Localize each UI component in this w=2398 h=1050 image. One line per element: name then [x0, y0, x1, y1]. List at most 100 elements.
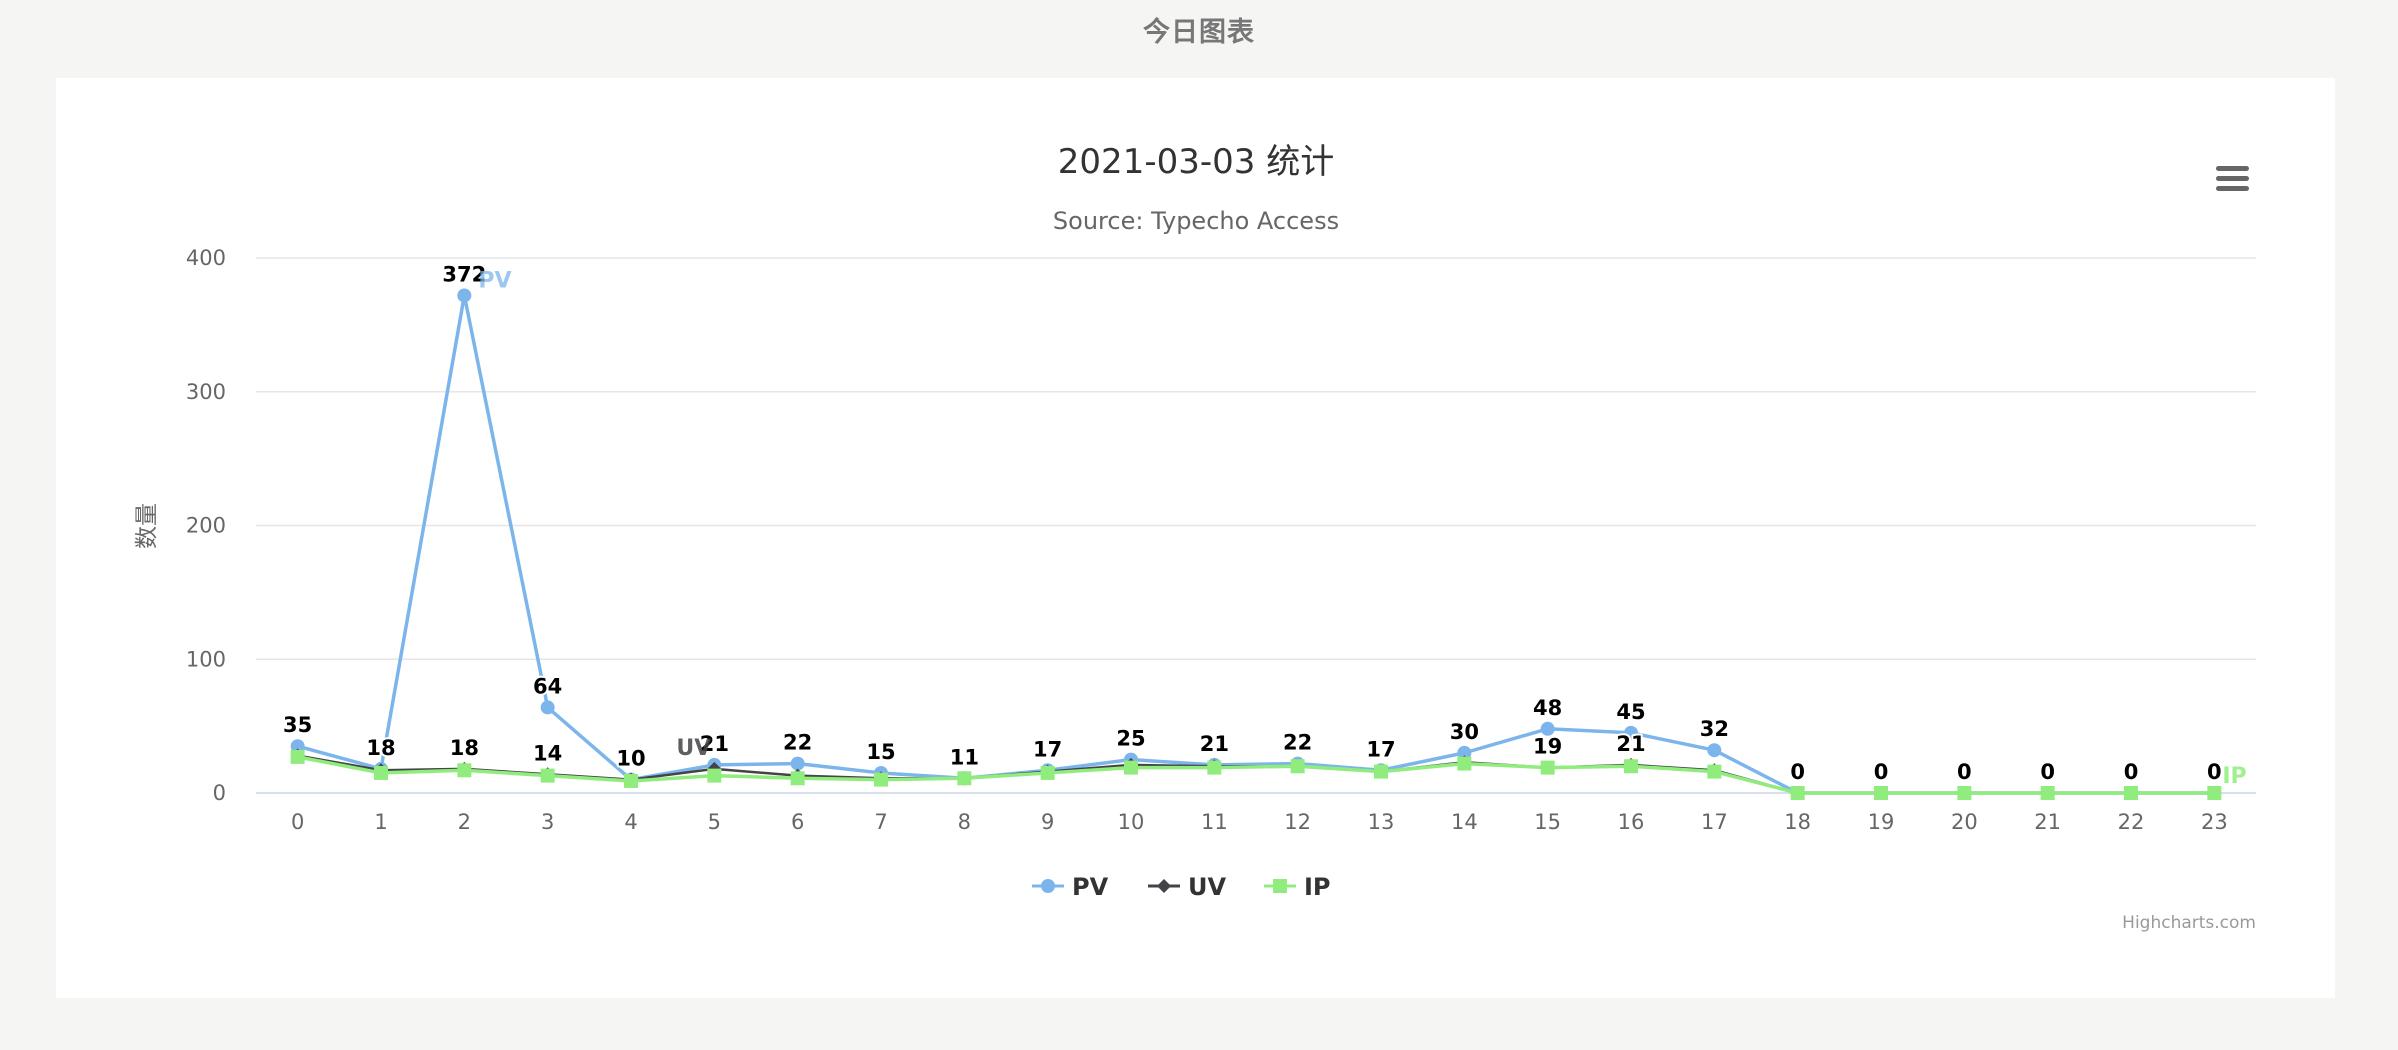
legend-symbol	[1041, 879, 1055, 893]
marker-ip[interactable]	[1290, 759, 1305, 774]
legend-label: IP	[1304, 873, 1331, 901]
hamburger-menu-icon[interactable]	[2212, 163, 2252, 199]
x-tick-label: 18	[1784, 810, 1811, 834]
marker-ip[interactable]	[540, 768, 555, 783]
data-label: 0	[2124, 760, 2139, 784]
marker-pv[interactable]	[540, 700, 555, 715]
marker-ip[interactable]	[790, 771, 805, 786]
marker-ip[interactable]	[957, 771, 972, 786]
marker-ip[interactable]	[2124, 786, 2138, 800]
marker-pv[interactable]	[1707, 743, 1722, 758]
x-tick-label: 16	[1618, 810, 1645, 834]
x-tick-label: 8	[958, 810, 971, 834]
marker-ip[interactable]	[1374, 764, 1388, 779]
data-label: 17	[1366, 737, 1395, 761]
data-label: 30	[1450, 720, 1479, 744]
marker-ip[interactable]	[1207, 760, 1222, 775]
legend: PV UV IP	[1032, 873, 1331, 901]
data-label: 10	[616, 747, 645, 771]
data-label: 15	[866, 740, 895, 764]
marker-ip[interactable]	[290, 749, 305, 764]
marker-ip[interactable]	[2040, 786, 2055, 800]
data-label: 0	[1874, 760, 1889, 784]
marker-pv[interactable]	[457, 288, 472, 303]
credits-link[interactable]: Highcharts.com	[2122, 913, 2256, 933]
data-label: 17	[1033, 737, 1062, 761]
x-tick-label: 23	[2201, 810, 2228, 834]
line-chart: 2021-03-03 统计 Source: Typecho Access 010…	[134, 142, 2256, 933]
data-label: 35	[283, 713, 312, 737]
legend-item-pv[interactable]: PV	[1032, 873, 1109, 901]
series-line-ip	[295, 755, 2217, 795]
data-label: 48	[1533, 696, 1562, 720]
x-tick-label: 22	[2118, 810, 2145, 834]
chart-card: 2021-03-03 统计 Source: Typecho Access 0 10…	[56, 78, 2335, 998]
page-heading: 今日图表	[1143, 17, 1255, 48]
chart-subtitle: Source: Typecho Access	[1053, 207, 1339, 235]
series-line-pv	[295, 293, 2217, 795]
series-name-label-pv: PV	[478, 268, 511, 293]
legend-item-ip[interactable]: IP	[1264, 873, 1331, 901]
series-name-labels: PV UV IP	[478, 268, 2246, 789]
data-label: 0	[2040, 760, 2055, 784]
marker-ip[interactable]	[707, 768, 722, 783]
marker-ip[interactable]	[1790, 786, 1805, 800]
y-tick-label: 300	[186, 380, 226, 404]
data-label: 14	[533, 741, 562, 765]
marker-ip[interactable]	[1957, 786, 1972, 800]
marker-pv[interactable]	[1457, 745, 1472, 760]
data-label: 0	[1790, 760, 1805, 784]
marker-ip[interactable]	[1624, 759, 1638, 774]
data-label: 64	[533, 674, 562, 698]
y-tick-label: 100	[186, 647, 226, 671]
data-label: 372	[442, 262, 486, 286]
series-name-label-ip: IP	[2222, 764, 2246, 789]
marker-pv[interactable]	[790, 756, 805, 771]
data-label: 22	[1283, 731, 1312, 755]
y-tick-label: 200	[186, 514, 226, 538]
data-label: 18	[450, 736, 479, 760]
marker-ip[interactable]	[2207, 786, 2222, 800]
x-tick-label: 2	[458, 810, 471, 834]
series-line-uv	[296, 754, 2216, 795]
x-tick-label: 0	[291, 810, 304, 834]
marker-ip[interactable]	[874, 772, 888, 787]
marker-ip[interactable]	[1124, 760, 1138, 775]
x-tick-label: 3	[541, 810, 554, 834]
marker-ip[interactable]	[374, 765, 388, 780]
data-label: 0	[1957, 760, 1972, 784]
marker-ip[interactable]	[457, 763, 472, 778]
x-tick-label: 9	[1041, 810, 1054, 834]
marker-ip[interactable]	[1040, 765, 1055, 780]
marker-pv[interactable]	[1624, 725, 1638, 740]
x-tick-label: 15	[1534, 810, 1561, 834]
marker-ip[interactable]	[624, 773, 638, 788]
x-tick-label: 19	[1868, 810, 1895, 834]
legend-label: PV	[1072, 873, 1109, 901]
marker-pv[interactable]	[290, 739, 305, 754]
x-tick-label: 14	[1451, 810, 1478, 834]
x-tick-label: 10	[1118, 810, 1145, 834]
y-axis: 0 100 200 300 400	[186, 246, 226, 805]
data-label: 21	[700, 732, 729, 756]
x-tick-label: 7	[874, 810, 887, 834]
data-label: 11	[950, 745, 979, 769]
data-label: 21	[1200, 732, 1229, 756]
x-axis: 0 1 2 3 4 5 6 7 8 9 10 11 12 13 14 15 16 17 18 19 20 21 22 23	[291, 810, 2228, 834]
y-axis-title: 数量	[134, 503, 160, 549]
marker-ip[interactable]	[1540, 760, 1555, 775]
legend-item-uv[interactable]: UV	[1148, 873, 1226, 901]
y-tick-label: 0	[213, 781, 226, 805]
marker-ip[interactable]	[1457, 756, 1472, 771]
data-label: 0	[2207, 760, 2222, 784]
x-tick-label: 5	[708, 810, 721, 834]
data-label: 32	[1700, 717, 1729, 741]
marker-ip[interactable]	[1874, 786, 1888, 800]
marker-pv[interactable]	[1540, 721, 1555, 736]
data-label: 19	[1533, 735, 1562, 759]
marker-ip[interactable]	[1707, 764, 1722, 779]
legend-symbol	[1273, 879, 1287, 893]
x-tick-label: 4	[624, 810, 637, 834]
x-tick-label: 6	[791, 810, 804, 834]
data-label: 45	[1616, 700, 1645, 724]
